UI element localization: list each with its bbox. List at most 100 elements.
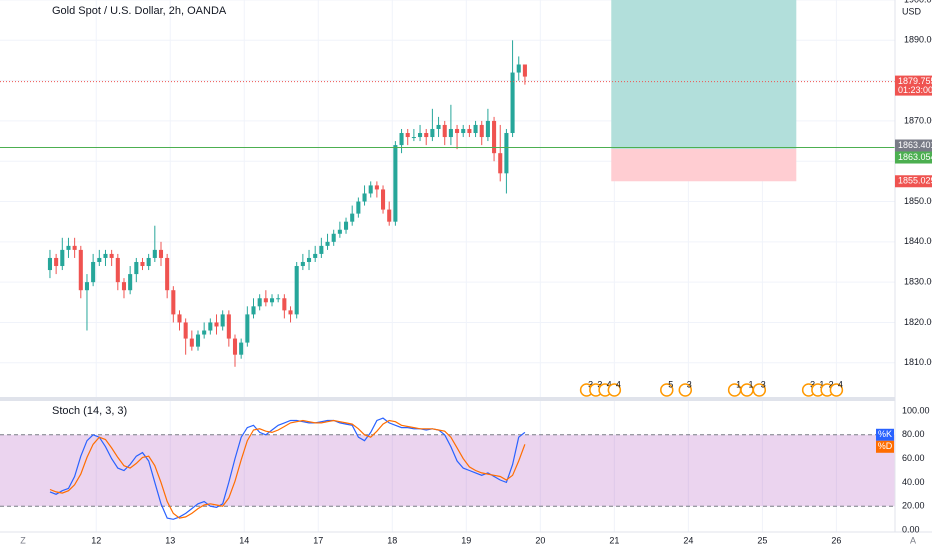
candle-body (448, 128, 453, 138)
event-count: 3 (761, 379, 766, 389)
candle-body (140, 261, 145, 267)
candle-body (492, 120, 497, 154)
candle-body (239, 342, 244, 355)
candle-body (128, 274, 133, 291)
candle-body (282, 298, 287, 311)
candle-body (313, 253, 318, 258)
candle-body (350, 213, 355, 222)
candle-body (399, 133, 404, 146)
entry-price-tag: 1863.054 (898, 152, 932, 162)
event-icon[interactable] (678, 383, 693, 397)
candle-body (251, 306, 256, 315)
candle-body (393, 145, 398, 222)
corner-label[interactable]: A (910, 535, 916, 545)
last-price-tag: 1879.755 (898, 76, 932, 86)
candle-body (115, 257, 120, 283)
candle-body (220, 314, 225, 327)
event-count: 4 (838, 379, 843, 389)
event-count: 4 (616, 379, 621, 389)
candle-body (424, 133, 429, 138)
legend-swatch (876, 440, 894, 453)
indicator-title: Stoch (14, 3, 3) (52, 405, 127, 417)
candle-body (232, 338, 238, 355)
stop-zone (611, 148, 797, 182)
candle-body (134, 261, 139, 275)
corner-label[interactable]: Z (20, 535, 26, 545)
candle-body (522, 64, 527, 77)
candle-body (294, 266, 299, 315)
event-icon[interactable] (829, 383, 844, 397)
candle-body (510, 72, 515, 134)
event-icon[interactable] (660, 383, 674, 397)
stoch-line (49, 417, 526, 520)
event-count: 3 (687, 379, 692, 389)
event-count: 3 (588, 379, 593, 389)
candle-body (343, 221, 349, 230)
currency-label: USD (902, 6, 922, 16)
chart-title: Gold Spot / U.S. Dollar, 2h, OANDA (52, 5, 227, 17)
last-price-tag-bg (895, 75, 932, 96)
y-tick-label: 1810.000 (904, 357, 932, 367)
candle-body (202, 330, 207, 335)
entry-price-tag-bg (895, 151, 932, 164)
candle-body (78, 249, 83, 291)
candle-body (276, 298, 281, 300)
x-tick-label: 21 (609, 535, 619, 545)
y-tick-label: 1840.000 (904, 236, 932, 246)
candle-body (245, 314, 250, 343)
candle-body (171, 290, 176, 315)
y-tick-label: 100.00 (902, 405, 930, 415)
stop-price-tag: 1855.029 (898, 176, 932, 186)
y-tick-label: 40.00 (902, 477, 925, 487)
candle-body (158, 249, 164, 258)
candle-body (208, 322, 213, 331)
candle-body (381, 189, 386, 210)
candle-body (516, 64, 521, 73)
y-tick-label: 20.00 (902, 501, 925, 511)
y-tick-label: 1870.000 (904, 115, 932, 125)
candle-body (183, 322, 188, 339)
legend-swatch (876, 428, 894, 441)
candle-body (109, 253, 114, 258)
candle-body (121, 282, 127, 291)
event-count: 5 (668, 379, 673, 389)
candle-body (411, 137, 416, 139)
grid (0, 0, 895, 532)
candle-body (442, 124, 447, 138)
axes: 12131417181920212425261810.0001820.00018… (91, 0, 932, 545)
y-tick-label: 0.00 (902, 524, 920, 534)
candle-body (337, 229, 342, 234)
candle-body (60, 249, 65, 267)
y-tick-label: 80.00 (902, 429, 925, 439)
candle-body (300, 261, 305, 267)
event-icon[interactable] (752, 383, 767, 397)
stoch-line (49, 419, 526, 519)
y-tick-label: 1820.000 (904, 317, 932, 327)
candle-body (418, 133, 423, 138)
candle-body (84, 282, 90, 291)
candle-body (356, 201, 361, 214)
y-tick-label: 1830.000 (904, 277, 932, 287)
event-icon[interactable] (607, 383, 622, 397)
x-tick-label: 24 (683, 535, 693, 545)
line-price-tag-bg (895, 139, 932, 152)
candle-body (319, 245, 324, 254)
candle-body (467, 128, 472, 134)
candle-body (325, 241, 330, 246)
candle-body (146, 257, 151, 267)
legend-label: %D (878, 441, 893, 451)
candle-body (152, 249, 157, 258)
countdown: 01:23:00 (898, 85, 932, 95)
x-tick-label: 14 (239, 535, 249, 545)
candle-body (91, 261, 96, 283)
event-count: 3 (597, 379, 602, 389)
candle-body (504, 133, 509, 174)
stoch-band (0, 434, 895, 507)
event-count: 2 (829, 379, 834, 389)
candle-body (189, 338, 194, 347)
target-zone (611, 0, 797, 149)
x-tick-label: 17 (313, 535, 323, 545)
